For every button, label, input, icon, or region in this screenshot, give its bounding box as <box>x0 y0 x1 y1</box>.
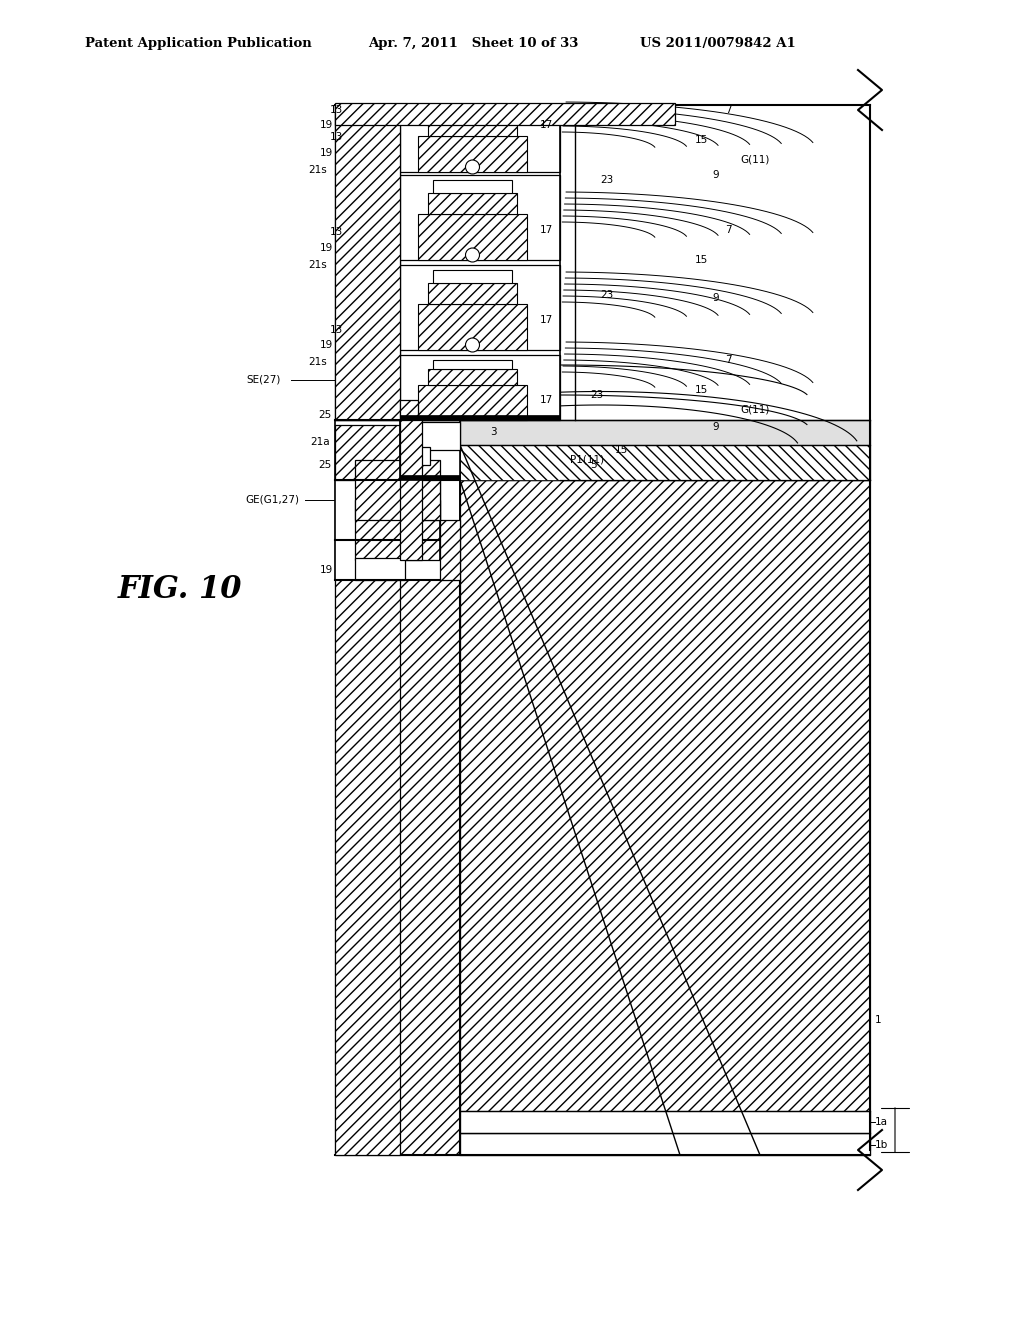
Bar <box>440 520 460 579</box>
Text: Apr. 7, 2011   Sheet 10 of 33: Apr. 7, 2011 Sheet 10 of 33 <box>368 37 579 50</box>
Bar <box>335 103 675 125</box>
Text: 19: 19 <box>319 243 333 253</box>
Bar <box>433 180 512 193</box>
Bar <box>433 360 512 370</box>
Text: 17: 17 <box>540 315 553 325</box>
Text: G(11): G(11) <box>740 405 769 414</box>
Bar <box>420 480 440 520</box>
Text: SE(27): SE(27) <box>246 375 281 385</box>
Text: 7: 7 <box>725 355 731 366</box>
Bar <box>400 265 560 350</box>
Bar <box>460 1111 870 1133</box>
Bar <box>335 420 460 579</box>
Bar <box>335 106 400 420</box>
Bar <box>335 425 400 480</box>
Bar <box>400 420 422 560</box>
Text: 19: 19 <box>319 341 333 350</box>
Text: G(11): G(11) <box>740 154 769 165</box>
Text: 5: 5 <box>590 459 597 470</box>
Bar <box>355 500 440 560</box>
Bar <box>400 422 460 450</box>
Circle shape <box>466 248 479 261</box>
Bar <box>400 106 560 172</box>
Text: Patent Application Publication: Patent Application Publication <box>85 37 311 50</box>
Bar <box>400 400 418 480</box>
Text: 15: 15 <box>695 385 709 395</box>
Bar <box>460 445 870 480</box>
Text: 3: 3 <box>490 426 497 437</box>
Text: 21s: 21s <box>308 165 327 176</box>
Text: 19: 19 <box>319 565 333 576</box>
Circle shape <box>466 338 479 352</box>
Text: 13: 13 <box>330 227 343 238</box>
Text: 13: 13 <box>330 325 343 335</box>
Text: GE(G1,27): GE(G1,27) <box>245 495 299 506</box>
Text: 25: 25 <box>318 411 331 420</box>
Text: FIG. 10: FIG. 10 <box>118 574 243 606</box>
Text: 7: 7 <box>725 224 731 235</box>
Bar <box>400 475 460 480</box>
Text: 25: 25 <box>318 459 331 470</box>
Text: 21s: 21s <box>308 356 327 367</box>
Text: 1: 1 <box>874 1015 882 1026</box>
Bar <box>433 110 512 120</box>
Bar <box>400 447 430 465</box>
Bar <box>355 459 440 520</box>
Text: 21s: 21s <box>308 260 327 271</box>
Text: 23: 23 <box>600 290 613 300</box>
Bar <box>355 558 406 579</box>
Bar <box>460 480 870 1155</box>
Text: 15: 15 <box>695 255 709 265</box>
Bar <box>418 214 527 260</box>
Bar <box>400 176 560 260</box>
Text: 9: 9 <box>712 170 719 180</box>
Bar <box>335 106 400 1155</box>
Bar <box>460 1133 870 1155</box>
Text: US 2011/0079842 A1: US 2011/0079842 A1 <box>640 37 796 50</box>
Text: 19: 19 <box>319 120 333 129</box>
Text: 9: 9 <box>712 293 719 304</box>
Bar <box>460 420 870 445</box>
Bar <box>428 120 517 136</box>
Text: P1(11): P1(11) <box>570 455 604 465</box>
Text: 15: 15 <box>695 135 709 145</box>
Text: 9: 9 <box>712 422 719 432</box>
Text: 23: 23 <box>590 389 603 400</box>
Text: 13: 13 <box>330 106 343 115</box>
Bar <box>400 414 560 420</box>
Text: 21a: 21a <box>310 437 330 447</box>
Text: 1b: 1b <box>874 1140 888 1150</box>
Bar <box>428 193 517 214</box>
Text: 7: 7 <box>725 106 731 115</box>
Text: 17: 17 <box>540 120 553 129</box>
Text: 17: 17 <box>540 395 553 405</box>
Text: 1a: 1a <box>874 1117 888 1127</box>
Text: 15: 15 <box>615 445 629 455</box>
Text: 13: 13 <box>330 132 343 143</box>
Bar <box>418 136 527 172</box>
Bar <box>335 480 460 1155</box>
Bar <box>418 385 527 420</box>
Bar <box>418 304 527 350</box>
Text: 23: 23 <box>600 176 613 185</box>
Bar <box>433 271 512 282</box>
Bar <box>400 355 560 420</box>
Bar <box>428 282 517 304</box>
Text: 17: 17 <box>540 224 553 235</box>
Bar <box>460 445 870 480</box>
Circle shape <box>466 160 479 174</box>
Text: 19: 19 <box>319 148 333 158</box>
Bar <box>428 370 517 385</box>
